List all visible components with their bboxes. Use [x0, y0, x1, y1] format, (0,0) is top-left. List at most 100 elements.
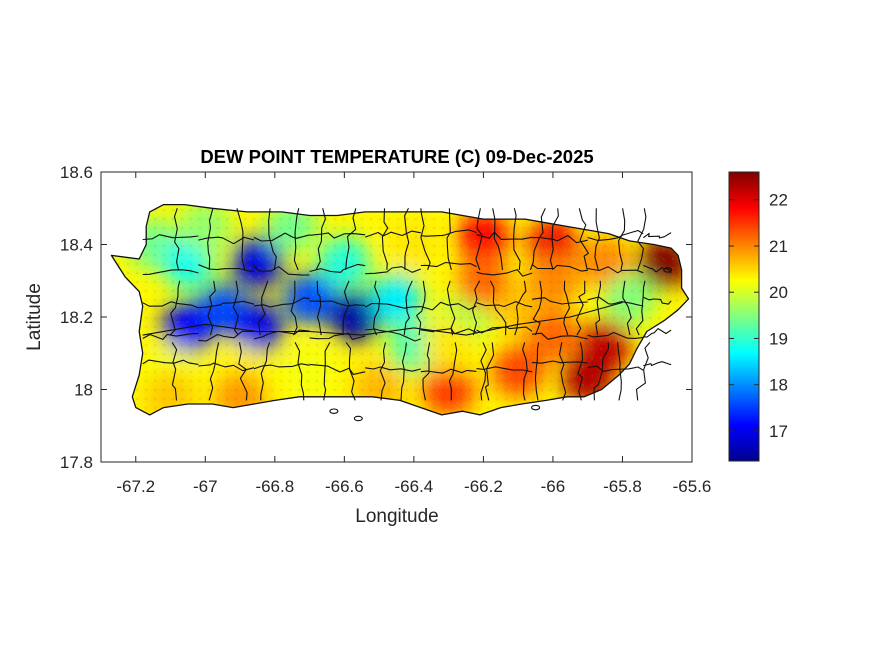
municipality-border — [422, 342, 431, 401]
municipality-border — [198, 362, 255, 372]
colorbar-ticks: 17 18 19 20 21 22 — [729, 191, 788, 441]
municipality-boundaries — [142, 208, 672, 401]
municipality-border — [563, 280, 571, 336]
municipality-border — [637, 208, 647, 271]
municipality-border — [587, 365, 644, 372]
x-tick-label: -67.2 — [116, 477, 155, 496]
municipality-border — [404, 208, 410, 270]
municipality-border — [587, 266, 644, 274]
municipality-border — [622, 280, 632, 336]
municipality-border — [309, 232, 366, 239]
municipality-border — [294, 342, 305, 401]
municipality-border — [532, 234, 588, 244]
municipality-border — [476, 231, 533, 240]
municipality-border — [635, 280, 646, 336]
municipality-border — [575, 280, 586, 336]
municipality-border — [534, 342, 540, 401]
municipality-border — [260, 342, 271, 401]
municipality-border — [475, 208, 483, 271]
municipality-border — [142, 269, 199, 276]
x-tick-label: -67 — [193, 477, 218, 496]
y-tick-label: 17.8 — [60, 453, 93, 472]
colorbar-tick-label: 17 — [769, 422, 788, 441]
x-tick-label: -65.8 — [603, 477, 642, 496]
municipality-border — [420, 328, 477, 335]
islet — [663, 267, 673, 273]
municipality-border — [529, 208, 546, 271]
municipality-border — [365, 266, 421, 275]
x-tick-label: -66.6 — [325, 477, 364, 496]
municipality-border — [365, 328, 421, 342]
chart-title: DEW POINT TEMPERATURE (C) 09-Dec-2025 — [200, 146, 593, 167]
municipality-border — [232, 280, 239, 336]
municipality-border — [578, 208, 589, 271]
heat-field — [110, 203, 690, 422]
municipality-border — [643, 328, 672, 338]
x-tick-label: -66.8 — [255, 477, 294, 496]
municipality-border — [142, 359, 199, 365]
municipality-border — [577, 342, 584, 401]
colorbar-tick-label: 18 — [769, 376, 788, 395]
municipality-border — [618, 208, 626, 271]
municipality-border — [198, 330, 255, 342]
municipality-border — [142, 301, 623, 336]
municipality-border — [476, 301, 533, 308]
municipality-border — [472, 280, 481, 336]
islet — [353, 415, 363, 422]
municipality-border — [587, 229, 644, 241]
municipality-border — [198, 236, 255, 245]
municipality-border — [173, 208, 180, 271]
municipality-border — [208, 342, 220, 401]
municipality-border — [323, 342, 331, 401]
y-axis: 17.8 18 18.2 18.4 18.6 — [60, 163, 692, 472]
islet — [329, 408, 339, 414]
municipality-border — [420, 301, 477, 311]
municipality-border — [532, 297, 588, 305]
municipality-border — [642, 232, 672, 239]
municipality-border — [448, 342, 458, 401]
municipality-border — [293, 208, 300, 271]
municipality-border — [558, 342, 567, 401]
municipality-border — [532, 280, 543, 336]
municipality-border — [315, 208, 326, 271]
municipality-border — [549, 208, 559, 271]
municipality-border — [364, 302, 421, 309]
municipality-border — [643, 296, 672, 305]
municipality-border — [595, 280, 602, 336]
municipality-border — [365, 366, 421, 372]
municipality-border — [532, 360, 588, 364]
y-tick-label: 18 — [74, 381, 93, 400]
municipality-border — [593, 342, 610, 401]
municipality-border — [635, 342, 651, 401]
municipality-border — [587, 296, 644, 307]
municipality-border — [420, 368, 477, 374]
municipality-border — [207, 208, 214, 270]
municipality-border — [253, 297, 310, 308]
municipality-border — [643, 264, 672, 274]
colorbar-tick-label: 21 — [769, 237, 788, 256]
colorbar-tick-label: 19 — [769, 329, 788, 348]
municipality-border — [643, 361, 672, 367]
field-texture — [111, 204, 689, 415]
municipality-border — [290, 280, 298, 336]
x-axis: -67.2 -67 -66.8 -66.6 -66.4 -66.2 -66 -65.8 -65.… — [116, 172, 711, 496]
x-tick-label: -66.4 — [395, 477, 434, 496]
municipality-border — [342, 280, 350, 336]
municipality-border — [142, 234, 199, 241]
municipality-border — [420, 229, 477, 237]
municipality-border — [381, 208, 389, 270]
municipality-border — [416, 280, 426, 336]
municipality-border — [309, 363, 366, 375]
municipality-border — [253, 363, 310, 370]
municipality-border — [532, 332, 588, 340]
municipality-border — [616, 342, 622, 401]
municipality-border — [142, 332, 199, 340]
islet — [531, 404, 541, 411]
municipality-border — [236, 208, 246, 271]
colorbar: 17 18 19 20 21 22 — [728, 171, 788, 462]
municipality-border — [253, 232, 310, 242]
municipality-border — [420, 261, 477, 268]
municipality-border — [316, 280, 322, 336]
municipality-border — [309, 300, 366, 307]
